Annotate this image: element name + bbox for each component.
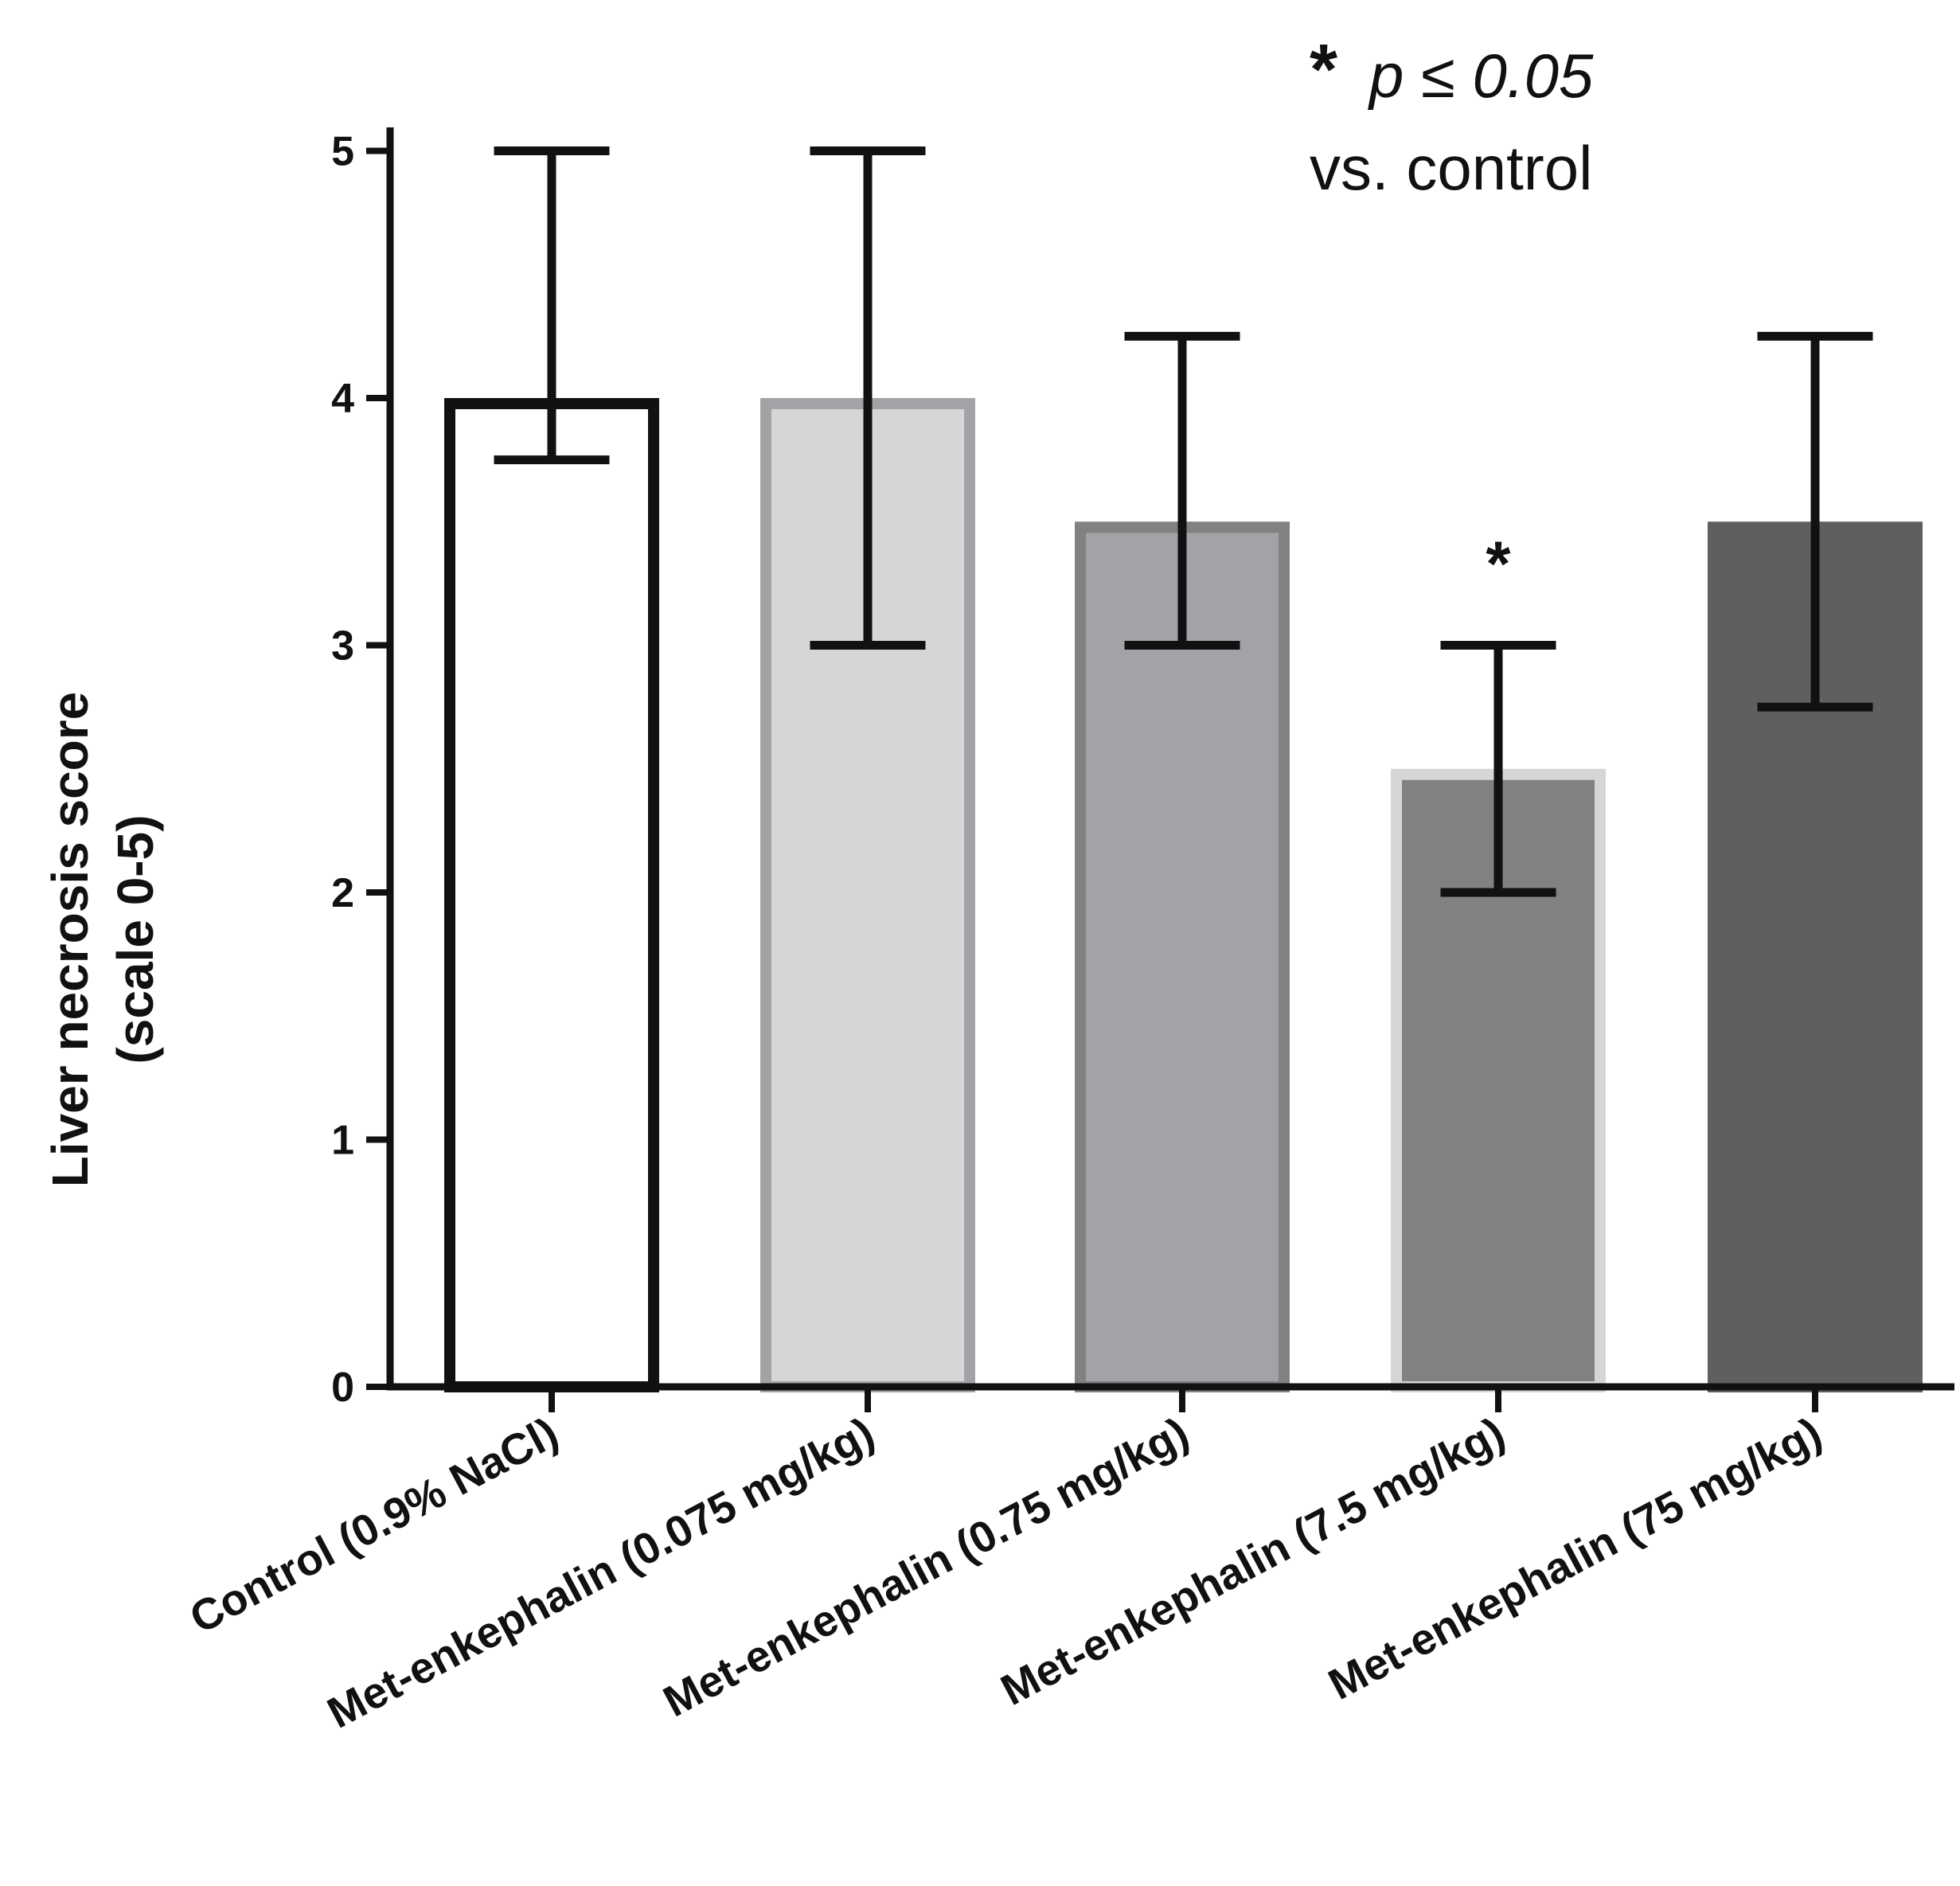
legend-comparison: vs. control bbox=[1310, 133, 1592, 203]
x-tick-label-2: Met-enkephalin (0.075 mg/kg) bbox=[319, 1408, 881, 1738]
bar-1 bbox=[444, 398, 659, 1392]
y-tick-label-4: 4 bbox=[331, 376, 354, 422]
y-tick-label-3: 3 bbox=[331, 623, 354, 670]
x-tick-label-5: Met-enkephalin (75 mg/kg) bbox=[1321, 1408, 1829, 1709]
legend-p-value: p ≤ 0.05 bbox=[1368, 41, 1594, 111]
bar-4 bbox=[1391, 768, 1606, 1392]
y-axis-title-line1: Liver necrosis score bbox=[41, 692, 99, 1188]
axes-group bbox=[366, 127, 1954, 1412]
y-tick-label-1: 1 bbox=[331, 1118, 354, 1164]
y-tick-label-0: 0 bbox=[331, 1365, 354, 1411]
significance-legend: * p ≤ 0.05 vs. control bbox=[1310, 30, 1594, 203]
significance-star-4: * bbox=[1486, 529, 1511, 599]
y-axis-title-line2: (scale 0-5) bbox=[107, 814, 164, 1064]
legend-star: * bbox=[1310, 30, 1337, 110]
y-tick-label-2: 2 bbox=[331, 870, 354, 916]
y-axis-title: Liver necrosis score (scale 0-5) bbox=[41, 692, 164, 1188]
error-bars-group bbox=[494, 146, 1873, 897]
x-tick-label-4: Met-enkephalin (7.5 mg/kg) bbox=[993, 1408, 1512, 1715]
x-tick-label-3: Met-enkephalin (0.75 mg/kg) bbox=[655, 1408, 1196, 1727]
bar-3 bbox=[1075, 521, 1290, 1392]
y-tick-label-5: 5 bbox=[331, 129, 354, 175]
